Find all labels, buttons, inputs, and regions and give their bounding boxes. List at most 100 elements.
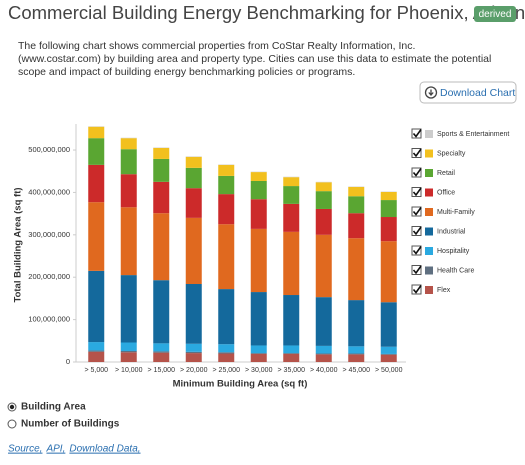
bar-segment <box>283 353 300 362</box>
badge <box>474 6 516 22</box>
legend-checkbox[interactable] <box>411 265 422 275</box>
bar-segment <box>218 164 235 176</box>
bar-segment <box>153 181 170 214</box>
legend-checkbox[interactable] <box>411 284 422 295</box>
radio-label[interactable]: Number of Buildings <box>21 419 120 430</box>
bar-segment <box>348 213 365 239</box>
bar-segment <box>348 186 365 197</box>
bar-segment <box>120 352 137 362</box>
bar-segment <box>218 289 235 345</box>
legend-checkbox[interactable] <box>411 245 422 256</box>
legend-checkbox[interactable] <box>411 128 422 139</box>
bar-segment <box>283 295 300 346</box>
legend-swatch <box>425 149 433 158</box>
legend-check[interactable] <box>412 226 422 236</box>
bar-segment <box>348 238 365 301</box>
bar-segment <box>218 175 235 195</box>
bar-segment <box>315 345 332 354</box>
legend-label[interactable]: Health Care <box>437 267 474 274</box>
legend-label[interactable]: Industrial <box>437 228 466 235</box>
bar-segment <box>250 345 267 354</box>
legend-checkbox[interactable] <box>411 226 422 236</box>
y-tick-label: 500,000,000 <box>28 145 70 154</box>
y-tick-label: 400,000,000 <box>28 187 70 196</box>
radio[interactable] <box>7 419 17 429</box>
legend-label[interactable]: Office <box>437 189 455 196</box>
bar-segment <box>380 353 397 355</box>
bar-segment <box>250 199 267 229</box>
legend-swatch <box>425 247 433 255</box>
bar-segment <box>88 138 105 165</box>
download-label[interactable]: Download Chart <box>440 87 515 99</box>
bar-segment <box>315 353 332 355</box>
bar-segment <box>218 352 235 354</box>
link[interactable]: Source, <box>8 444 42 455</box>
x-tick-label: > 30,000 <box>245 367 273 374</box>
legend-check[interactable] <box>412 148 422 158</box>
link[interactable]: Download Data, <box>69 444 140 455</box>
legend-label[interactable]: Flex <box>437 287 451 294</box>
bar-segment <box>315 191 332 209</box>
download-arrow <box>428 89 434 96</box>
legend-swatch <box>425 286 433 294</box>
legend-checkbox[interactable] <box>411 187 422 197</box>
y-tick-label: 200,000,000 <box>28 272 70 281</box>
bar-segment <box>88 342 105 351</box>
bar-segment <box>88 164 105 203</box>
bar-segment <box>185 343 202 352</box>
bar-segment <box>120 174 137 208</box>
radio-label[interactable]: Building Area <box>21 402 86 413</box>
bar-segment <box>380 217 397 242</box>
radio-dot[interactable] <box>9 404 15 410</box>
legend-swatch <box>425 130 433 138</box>
bar-segment <box>218 194 235 225</box>
legend-check[interactable] <box>412 187 422 197</box>
bar-segment <box>153 213 170 281</box>
legend-swatch <box>425 266 433 275</box>
legend-label[interactable]: Hospitality <box>437 248 470 255</box>
bar-segment <box>348 354 365 362</box>
bar-segment <box>380 192 397 201</box>
y-tick-label: 0 <box>66 357 70 366</box>
legend-check[interactable] <box>412 285 422 294</box>
legend-check[interactable] <box>412 168 422 177</box>
bar-segment <box>218 353 235 362</box>
bar-segment <box>315 354 332 362</box>
legend-checkbox[interactable] <box>411 206 422 217</box>
legend-check[interactable] <box>412 246 422 255</box>
legend-checkbox[interactable] <box>411 148 422 158</box>
link[interactable]: API, <box>45 444 65 455</box>
bar-segment <box>153 147 170 159</box>
bar-segment <box>380 200 397 218</box>
legend-checkbox[interactable] <box>411 167 422 178</box>
legend-label[interactable]: Retail <box>437 170 455 177</box>
bar-segment <box>283 203 300 232</box>
legend-label[interactable]: Sports & Entertainment <box>437 131 509 138</box>
bar-segment <box>380 346 397 354</box>
legend-label[interactable]: Multi-Family <box>437 209 475 216</box>
bar-segment <box>185 156 202 168</box>
download-button[interactable] <box>419 81 517 104</box>
bar-segment <box>218 224 235 290</box>
bar-segment <box>120 342 137 351</box>
bar-segment <box>153 343 170 352</box>
x-tick-label: > 25,000 <box>213 367 241 374</box>
bar-segment <box>380 241 397 303</box>
bar-segment <box>120 275 137 343</box>
bar-segment <box>185 353 202 362</box>
download-icon <box>424 86 438 99</box>
x-tick-label: > 35,000 <box>278 367 306 374</box>
bar-segment <box>250 292 267 346</box>
legend-check[interactable] <box>412 265 422 275</box>
bar-segment <box>315 297 332 346</box>
bar-segment <box>283 177 300 187</box>
legend-check[interactable] <box>412 129 422 138</box>
bar-segment <box>185 167 202 189</box>
bar-segment <box>283 186 300 204</box>
legend-label[interactable]: Specialty <box>437 150 466 157</box>
legend-check[interactable] <box>412 207 422 216</box>
bar-segment <box>315 182 332 192</box>
bar-segment <box>88 126 105 139</box>
page-title: Commercial Building Energy Benchmarking … <box>8 2 525 23</box>
bar-segment <box>380 302 397 347</box>
